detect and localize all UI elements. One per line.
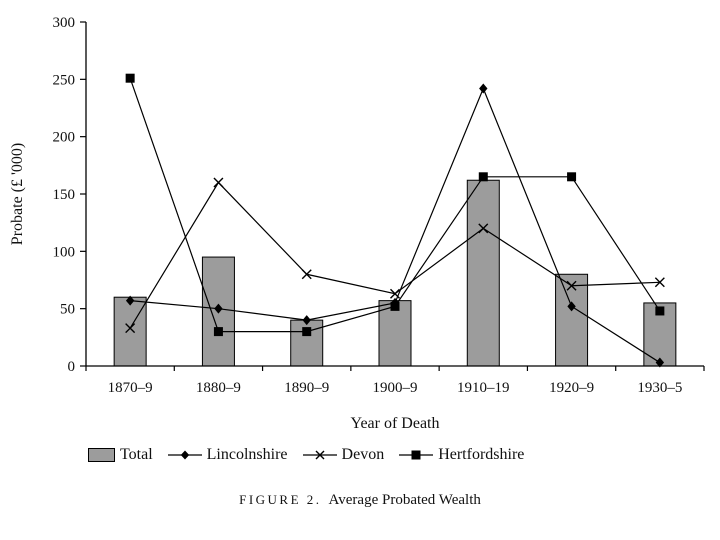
svg-text:Year of Death: Year of Death: [350, 415, 439, 432]
svg-text:1900–9: 1900–9: [373, 380, 418, 396]
legend-label-devon: Devon: [341, 446, 385, 463]
svg-text:250: 250: [53, 72, 76, 88]
svg-text:0: 0: [68, 359, 76, 375]
svg-text:50: 50: [60, 302, 75, 318]
svg-text:150: 150: [53, 187, 76, 203]
probate-wealth-chart: 0 50 100 150 200 250 300 1870–9 1880–9 1890–9 1900…: [9, 15, 705, 432]
svg-text:200: 200: [53, 130, 76, 146]
svg-text:1890–9: 1890–9: [284, 380, 329, 396]
svg-text:300: 300: [53, 15, 76, 31]
legend-label-total: Total: [120, 446, 153, 463]
bar-swatch-icon: [88, 448, 115, 462]
bar-swatch-rect: [88, 448, 115, 462]
diamond-marker-icon: [167, 450, 202, 460]
square-marker-icon: [399, 450, 434, 460]
legend-item-total: Total: [88, 446, 153, 464]
figure-caption: FIGURE 2. Average Probated Wealth: [0, 492, 720, 509]
figure-number: FIGURE 2.: [239, 492, 322, 507]
svg-text:100: 100: [53, 244, 76, 260]
svg-text:1910–19: 1910–19: [457, 380, 510, 396]
svg-text:1930–5: 1930–5: [637, 380, 682, 396]
legend-item-lincolnshire: Lincolnshire: [167, 446, 288, 464]
x-marker-icon: [302, 450, 337, 460]
svg-text:1920–9: 1920–9: [549, 380, 594, 396]
legend-label-lincolnshire: Lincolnshire: [206, 446, 288, 463]
figure-title: Average Probated Wealth: [328, 492, 481, 508]
legend-label-hertfordshire: Hertfordshire: [438, 446, 525, 463]
chart-legend: Total Lincolnshire Devon Hertfordshire: [88, 446, 720, 464]
svg-text:1880–9: 1880–9: [196, 380, 241, 396]
legend-item-devon: Devon: [302, 446, 385, 464]
svg-text:1870–9: 1870–9: [108, 380, 153, 396]
legend-item-hertfordshire: Hertfordshire: [399, 446, 524, 464]
svg-text:Probate (£ '000): Probate (£ '000): [9, 143, 26, 245]
